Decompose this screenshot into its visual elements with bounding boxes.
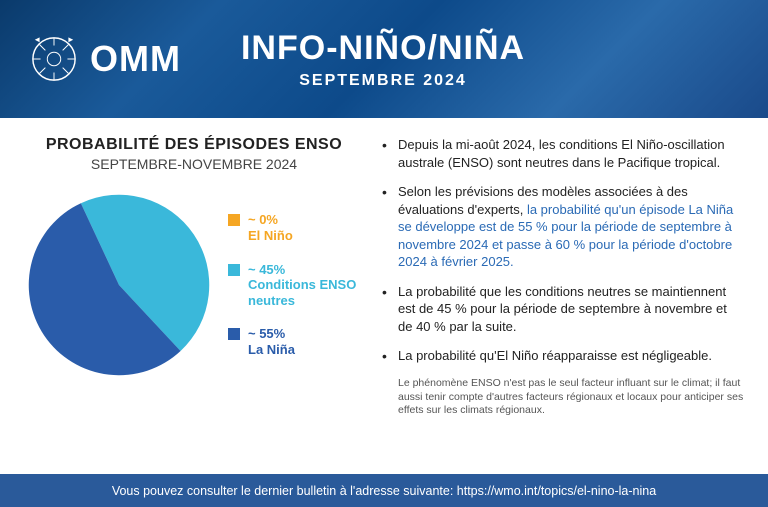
legend-item: ~ 45%Conditions ENSO neutres [228, 262, 364, 309]
bullet-text: La probabilité que les conditions neutre… [398, 284, 727, 334]
pie-chart [24, 190, 214, 380]
footer-text: Vous pouvez consulter le dernier bulleti… [112, 484, 656, 498]
main-content: PROBABILITÉ DES ÉPISODES ENSO SEPTEMBRE-… [0, 118, 768, 474]
legend-value: ~ 55% [248, 326, 295, 342]
text-panel: Depuis la mi-août 2024, les conditions E… [382, 136, 744, 462]
bullet-item: Depuis la mi-août 2024, les conditions E… [382, 136, 744, 171]
legend-item: ~ 0%El Niño [228, 212, 364, 243]
header: OMM INFO-NIÑO/NIÑA SEPTEMBRE 2024 [0, 0, 768, 118]
bullet-item: La probabilité que les conditions neutre… [382, 283, 744, 336]
legend-label: El Niño [248, 228, 293, 244]
org-name: OMM [90, 38, 181, 80]
legend-item: ~ 55%La Niña [228, 326, 364, 357]
probability-panel: PROBABILITÉ DES ÉPISODES ENSO SEPTEMBRE-… [24, 136, 364, 462]
legend-label: Conditions ENSO neutres [248, 277, 364, 308]
probability-title: PROBABILITÉ DES ÉPISODES ENSO [24, 136, 364, 154]
page-subtitle: SEPTEMBRE 2024 [241, 72, 525, 90]
title-block: INFO-NIÑO/NIÑA SEPTEMBRE 2024 [241, 29, 525, 90]
bullet-item: Selon les prévisions des modèles associé… [382, 183, 744, 271]
bullet-text: Depuis la mi-août 2024, les conditions E… [398, 137, 725, 170]
bullet-list: Depuis la mi-août 2024, les conditions E… [382, 136, 744, 365]
page-title: INFO-NIÑO/NIÑA [241, 29, 525, 68]
legend-value: ~ 45% [248, 262, 364, 278]
legend: ~ 0%El Niño~ 45%Conditions ENSO neutres~… [228, 212, 364, 357]
legend-swatch [228, 264, 240, 276]
probability-subtitle: SEPTEMBRE-NOVEMBRE 2024 [24, 156, 364, 172]
chart-row: ~ 0%El Niño~ 45%Conditions ENSO neutres~… [24, 190, 364, 380]
logo-block: OMM [30, 35, 181, 83]
legend-swatch [228, 328, 240, 340]
footer: Vous pouvez consulter le dernier bulleti… [0, 474, 768, 507]
wmo-logo-icon [30, 35, 78, 83]
footnote: Le phénomène ENSO n'est pas le seul fact… [382, 377, 744, 418]
legend-swatch [228, 214, 240, 226]
bullet-text: La probabilité qu'El Niño réapparaisse e… [398, 348, 712, 363]
legend-value: ~ 0% [248, 212, 293, 228]
legend-label: La Niña [248, 342, 295, 358]
bullet-item: La probabilité qu'El Niño réapparaisse e… [382, 347, 744, 365]
